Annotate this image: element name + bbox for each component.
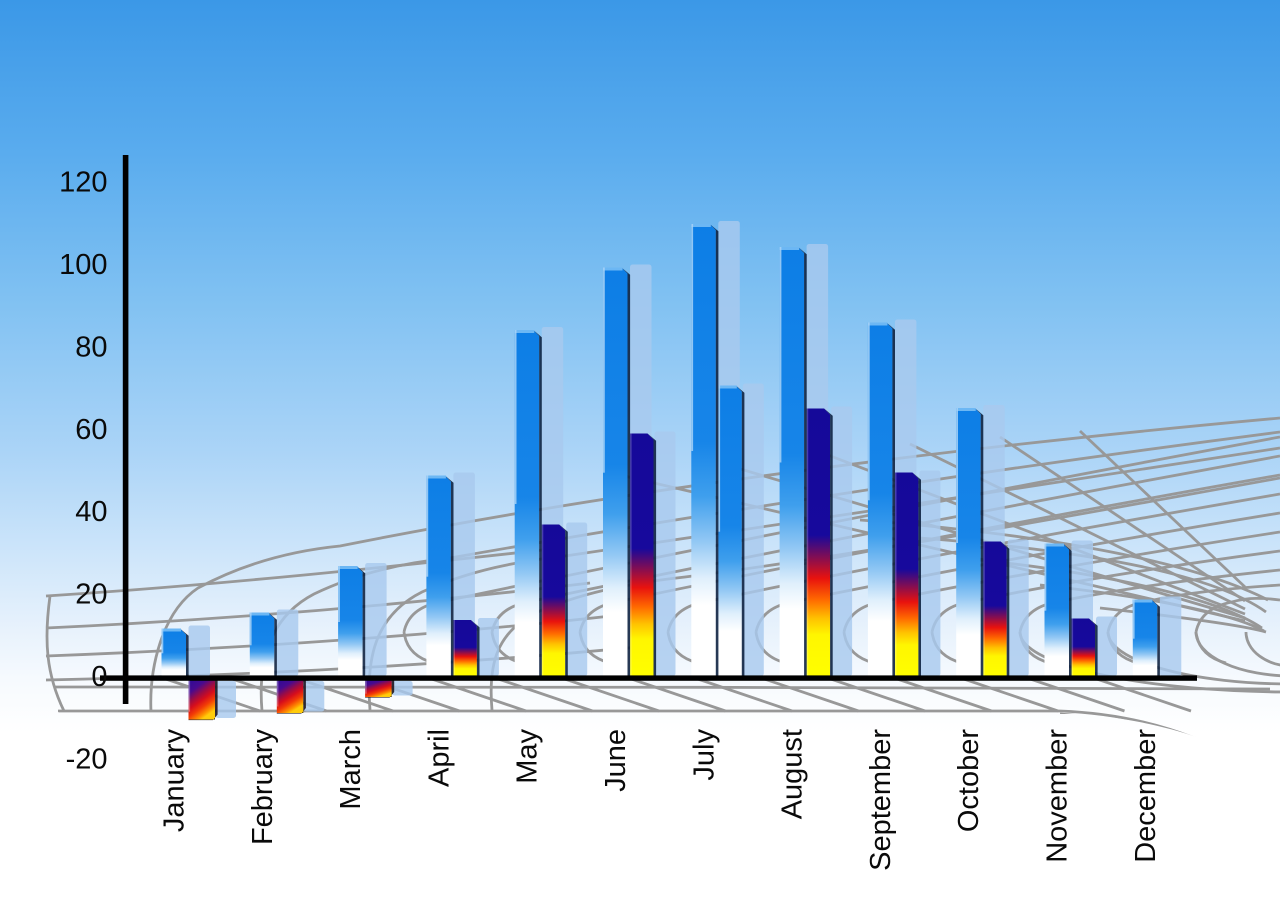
svg-text:80: 80 bbox=[75, 331, 107, 363]
svg-text:July: July bbox=[688, 729, 720, 781]
svg-text:April: April bbox=[423, 729, 455, 787]
svg-text:March: March bbox=[335, 729, 367, 810]
svg-text:100: 100 bbox=[59, 249, 107, 281]
svg-text:September: September bbox=[865, 729, 897, 871]
svg-text:February: February bbox=[247, 729, 279, 846]
svg-text:120: 120 bbox=[59, 167, 107, 199]
svg-text:August: August bbox=[777, 729, 809, 819]
svg-text:0: 0 bbox=[91, 661, 107, 693]
svg-text:-20: -20 bbox=[66, 743, 108, 775]
svg-text:June: June bbox=[600, 729, 632, 792]
svg-text:60: 60 bbox=[75, 414, 107, 446]
svg-text:20: 20 bbox=[75, 579, 107, 611]
svg-text:40: 40 bbox=[75, 496, 107, 528]
svg-text:November: November bbox=[1042, 729, 1074, 863]
svg-text:December: December bbox=[1130, 729, 1162, 863]
svg-text:May: May bbox=[512, 729, 544, 784]
svg-text:January: January bbox=[159, 729, 191, 833]
svg-text:October: October bbox=[953, 729, 985, 832]
